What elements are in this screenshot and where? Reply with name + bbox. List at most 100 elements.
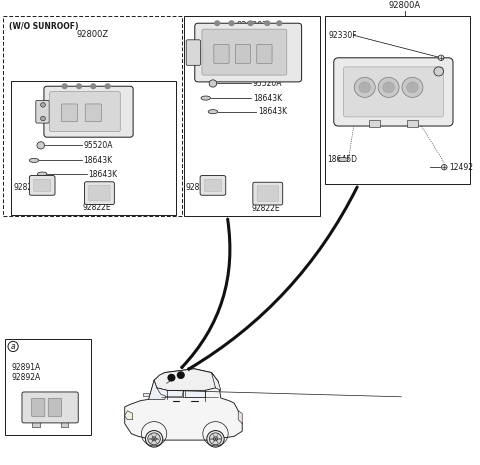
Polygon shape xyxy=(125,369,242,440)
Bar xyxy=(184,16,320,216)
Bar xyxy=(3,16,182,216)
Text: 18643K: 18643K xyxy=(88,170,118,179)
Text: 12492: 12492 xyxy=(449,163,473,172)
Bar xyxy=(32,420,40,426)
Text: 92891A: 92891A xyxy=(11,363,40,372)
Polygon shape xyxy=(144,393,149,396)
Text: a: a xyxy=(164,383,169,392)
Circle shape xyxy=(248,21,253,26)
FancyBboxPatch shape xyxy=(29,176,55,195)
FancyBboxPatch shape xyxy=(49,92,120,132)
Text: 18643K: 18643K xyxy=(84,156,113,165)
Circle shape xyxy=(209,433,222,445)
Text: 18643K: 18643K xyxy=(258,107,287,116)
Circle shape xyxy=(41,116,45,121)
Circle shape xyxy=(152,437,156,441)
Text: 92822E: 92822E xyxy=(83,203,111,212)
Circle shape xyxy=(354,77,375,97)
FancyBboxPatch shape xyxy=(61,104,78,122)
Circle shape xyxy=(91,84,96,88)
Polygon shape xyxy=(185,391,205,397)
FancyBboxPatch shape xyxy=(343,67,444,117)
Bar xyxy=(5,339,91,435)
Polygon shape xyxy=(212,372,221,391)
Text: a: a xyxy=(11,342,15,351)
Polygon shape xyxy=(157,388,183,397)
FancyBboxPatch shape xyxy=(34,179,51,192)
FancyBboxPatch shape xyxy=(257,44,272,64)
Circle shape xyxy=(442,165,447,170)
Circle shape xyxy=(77,84,82,88)
Polygon shape xyxy=(154,369,218,391)
Text: 92800Z: 92800Z xyxy=(76,30,108,39)
FancyBboxPatch shape xyxy=(84,182,114,205)
FancyArrowPatch shape xyxy=(182,219,230,367)
Text: 92823D: 92823D xyxy=(185,183,215,192)
FancyBboxPatch shape xyxy=(214,44,229,64)
FancyArrowPatch shape xyxy=(189,187,357,369)
Circle shape xyxy=(37,142,45,149)
FancyBboxPatch shape xyxy=(44,86,133,137)
FancyBboxPatch shape xyxy=(407,120,418,127)
Text: 95520A: 95520A xyxy=(84,141,113,150)
FancyBboxPatch shape xyxy=(369,120,380,127)
FancyBboxPatch shape xyxy=(257,186,278,201)
Circle shape xyxy=(105,84,110,88)
Text: 92800Z: 92800Z xyxy=(236,21,268,30)
Circle shape xyxy=(277,21,282,26)
Bar xyxy=(325,16,470,185)
FancyBboxPatch shape xyxy=(253,182,283,205)
FancyBboxPatch shape xyxy=(334,58,453,126)
Bar xyxy=(60,420,68,426)
Circle shape xyxy=(378,77,399,97)
Text: 95520A: 95520A xyxy=(253,79,283,88)
Text: 92823D: 92823D xyxy=(13,183,44,192)
Circle shape xyxy=(434,67,444,76)
Text: 92892A: 92892A xyxy=(11,373,40,382)
Circle shape xyxy=(145,431,163,447)
FancyBboxPatch shape xyxy=(89,186,110,201)
FancyBboxPatch shape xyxy=(195,23,301,82)
Circle shape xyxy=(207,431,224,447)
Ellipse shape xyxy=(201,96,211,100)
Circle shape xyxy=(209,80,217,87)
FancyBboxPatch shape xyxy=(32,399,45,417)
FancyBboxPatch shape xyxy=(204,179,221,192)
Ellipse shape xyxy=(29,159,39,162)
Circle shape xyxy=(215,21,219,26)
FancyBboxPatch shape xyxy=(22,392,78,423)
FancyBboxPatch shape xyxy=(48,399,61,417)
Circle shape xyxy=(41,103,45,107)
Ellipse shape xyxy=(338,158,348,161)
FancyBboxPatch shape xyxy=(202,29,287,75)
Bar xyxy=(11,81,176,215)
FancyBboxPatch shape xyxy=(235,44,251,64)
Polygon shape xyxy=(149,380,168,399)
Circle shape xyxy=(402,77,423,97)
Ellipse shape xyxy=(37,172,47,176)
Circle shape xyxy=(407,82,418,93)
Circle shape xyxy=(229,21,234,26)
Polygon shape xyxy=(125,411,132,420)
Circle shape xyxy=(265,21,270,26)
Circle shape xyxy=(359,82,371,93)
Ellipse shape xyxy=(208,110,218,114)
Circle shape xyxy=(438,55,444,60)
Circle shape xyxy=(213,437,217,441)
Text: 92822E: 92822E xyxy=(251,204,280,213)
Polygon shape xyxy=(238,411,242,424)
Circle shape xyxy=(383,82,395,93)
Text: 92330F: 92330F xyxy=(329,31,358,40)
Text: 92800A: 92800A xyxy=(389,1,421,10)
Text: (W/O SUNROOF): (W/O SUNROOF) xyxy=(9,21,78,31)
Circle shape xyxy=(62,84,67,88)
Text: 18645D: 18645D xyxy=(327,155,357,164)
FancyBboxPatch shape xyxy=(200,176,226,195)
FancyBboxPatch shape xyxy=(186,40,201,65)
Text: 18643K: 18643K xyxy=(253,93,282,103)
Circle shape xyxy=(168,374,175,381)
Circle shape xyxy=(178,372,184,379)
FancyBboxPatch shape xyxy=(36,100,49,123)
Circle shape xyxy=(148,433,160,445)
FancyBboxPatch shape xyxy=(85,104,101,122)
